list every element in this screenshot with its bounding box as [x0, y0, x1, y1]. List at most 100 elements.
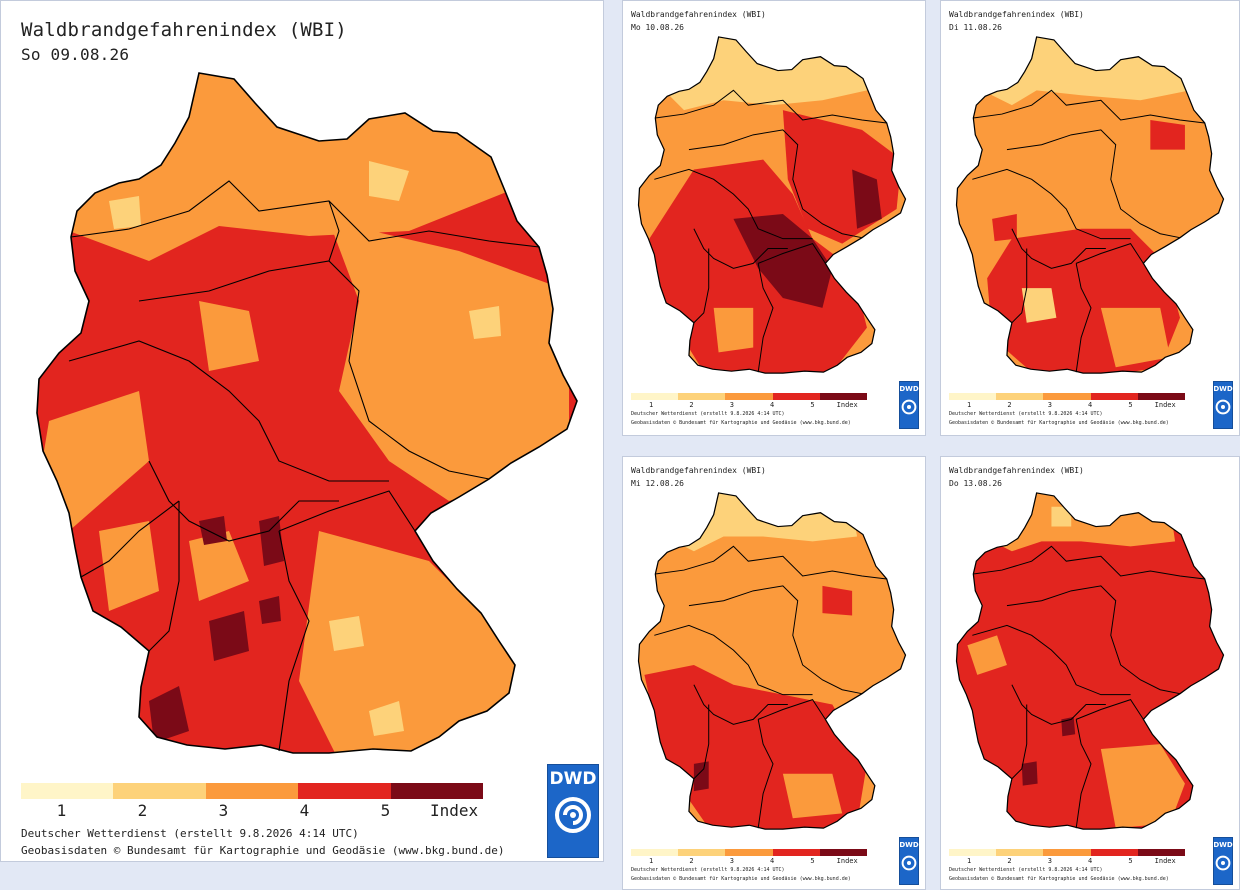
legend-tick-4: 4: [770, 857, 775, 865]
germany-fire-danger-map: [955, 36, 1225, 374]
dwd-spiral-icon: [1215, 855, 1231, 871]
legend-tick-2: 2: [689, 857, 694, 865]
legend-swatch-4: [1090, 393, 1138, 400]
legend-swatch-1: [21, 783, 114, 799]
legend-swatch-1: [949, 849, 997, 856]
legend-swatch-2: [678, 849, 726, 856]
credit-line-2: Geobasisdaten © Bundesamt für Kartograph…: [949, 420, 1169, 426]
dwd-logo: DWD: [899, 381, 919, 429]
credit-line-2: Geobasisdaten © Bundesamt für Kartograph…: [21, 844, 505, 857]
dwd-spiral-icon: [1215, 399, 1231, 415]
forecast-map-panel-mon: Waldbrandgefahrenindex (WBI) Mo 10.08.26: [622, 0, 926, 436]
legend-swatch-3: [725, 393, 773, 400]
legend-ticks: 1 2 3 4 5 Index: [631, 857, 877, 865]
germany-fire-danger-map: [955, 492, 1225, 830]
map-title: Waldbrandgefahrenindex (WBI): [631, 466, 766, 475]
map-date: Do 13.08.26: [949, 479, 1002, 488]
legend-tick-4: 4: [299, 801, 310, 820]
map-title: Waldbrandgefahrenindex (WBI): [949, 466, 1084, 475]
legend-ticks: 1 2 3 4 5 Index: [21, 801, 511, 820]
credit-line-1: Deutscher Wetterdienst (erstellt 9.8.202…: [631, 867, 785, 873]
legend-tick-5: 5: [810, 857, 815, 865]
credit-line-1: Deutscher Wetterdienst (erstellt 9.8.202…: [949, 411, 1103, 417]
legend-swatch-3: [205, 783, 299, 799]
germany-fire-danger-map: [36, 72, 578, 754]
legend-swatch-4: [298, 783, 391, 799]
forecast-map-panel-wed: Waldbrandgefahrenindex (WBI) Mi 12.08.26: [622, 456, 926, 890]
credit-line-1: Deutscher Wetterdienst (erstellt 9.8.202…: [21, 827, 359, 840]
legend-swatch-1: [631, 849, 679, 856]
legend-tick-3: 3: [1047, 857, 1052, 865]
legend-tick-3: 3: [1047, 401, 1052, 409]
legend-swatch-2: [113, 783, 206, 799]
legend-tick-2: 2: [689, 401, 694, 409]
dwd-logo-text: DWD: [1213, 385, 1233, 393]
legend-unit: Index: [836, 857, 858, 865]
dwd-logo-text: DWD: [1213, 841, 1233, 849]
dwd-logo-text: DWD: [899, 385, 919, 393]
map-title: Waldbrandgefahrenindex (WBI): [949, 10, 1084, 19]
legend-tick-4: 4: [770, 401, 775, 409]
legend-tick-1: 1: [56, 801, 67, 820]
legend-swatch-2: [996, 849, 1044, 856]
legend-swatch-2: [996, 393, 1044, 400]
forecast-map-panel-tue: Waldbrandgefahrenindex (WBI) Di 11.08.26: [940, 0, 1240, 436]
dwd-logo: DWD: [1213, 837, 1233, 885]
map-date: Di 11.08.26: [949, 23, 1002, 32]
legend-swatch-5: [819, 393, 868, 400]
legend-unit: Index: [430, 801, 479, 820]
legend-ticks: 1 2 3 4 5 Index: [949, 401, 1195, 409]
legend-tick-1: 1: [649, 401, 654, 409]
germany-fire-danger-map: [637, 492, 907, 830]
legend-bar: [21, 783, 484, 799]
legend-unit: Index: [1154, 857, 1176, 865]
germany-fire-danger-map: [637, 36, 907, 374]
legend-unit: Index: [1154, 401, 1176, 409]
legend-tick-3: 3: [729, 401, 734, 409]
legend-tick-5: 5: [1128, 401, 1133, 409]
legend-swatch-1: [631, 393, 679, 400]
legend-tick-5: 5: [380, 801, 391, 820]
dwd-logo-text: DWD: [549, 769, 597, 789]
legend-bar: [631, 849, 868, 856]
credit-line-1: Deutscher Wetterdienst (erstellt 9.8.202…: [949, 867, 1103, 873]
main-map-panel: Waldbrandgefahrenindex (WBI) So 09.08.26: [0, 0, 604, 862]
legend-ticks: 1 2 3 4 5 Index: [949, 857, 1195, 865]
map-date: So 09.08.26: [21, 45, 130, 64]
legend-swatch-4: [1090, 849, 1138, 856]
dwd-spiral-icon: [901, 399, 917, 415]
map-title: Waldbrandgefahrenindex (WBI): [21, 19, 347, 41]
legend-tick-2: 2: [137, 801, 148, 820]
legend-swatch-3: [725, 849, 773, 856]
dwd-logo: DWD: [547, 764, 599, 858]
legend-tick-4: 4: [1088, 857, 1093, 865]
legend-tick-5: 5: [810, 401, 815, 409]
credit-line-2: Geobasisdaten © Bundesamt für Kartograph…: [949, 876, 1169, 882]
legend-bar: [631, 393, 868, 400]
legend-swatch-2: [678, 393, 726, 400]
dwd-spiral-icon: [901, 855, 917, 871]
legend-unit: Index: [836, 401, 858, 409]
map-title: Waldbrandgefahrenindex (WBI): [631, 10, 766, 19]
legend-swatch-5: [390, 783, 484, 799]
legend-tick-1: 1: [967, 857, 972, 865]
legend-ticks: 1 2 3 4 5 Index: [631, 401, 877, 409]
dwd-spiral-icon: [555, 797, 591, 833]
legend-swatch-4: [772, 393, 820, 400]
legend-tick-2: 2: [1007, 857, 1012, 865]
legend-tick-1: 1: [967, 401, 972, 409]
legend-tick-5: 5: [1128, 857, 1133, 865]
credit-line-1: Deutscher Wetterdienst (erstellt 9.8.202…: [631, 411, 785, 417]
legend-swatch-4: [772, 849, 820, 856]
legend-tick-3: 3: [729, 857, 734, 865]
dwd-logo-text: DWD: [899, 841, 919, 849]
credit-line-2: Geobasisdaten © Bundesamt für Kartograph…: [631, 876, 851, 882]
legend-swatch-5: [1137, 393, 1186, 400]
legend-bar: [949, 393, 1186, 400]
credit-line-2: Geobasisdaten © Bundesamt für Kartograph…: [631, 420, 851, 426]
map-date: Mi 12.08.26: [631, 479, 684, 488]
forecast-map-panel-thu: Waldbrandgefahrenindex (WBI) Do 13.08.26: [940, 456, 1240, 890]
dwd-logo: DWD: [899, 837, 919, 885]
dwd-logo: DWD: [1213, 381, 1233, 429]
legend-tick-3: 3: [218, 801, 229, 820]
